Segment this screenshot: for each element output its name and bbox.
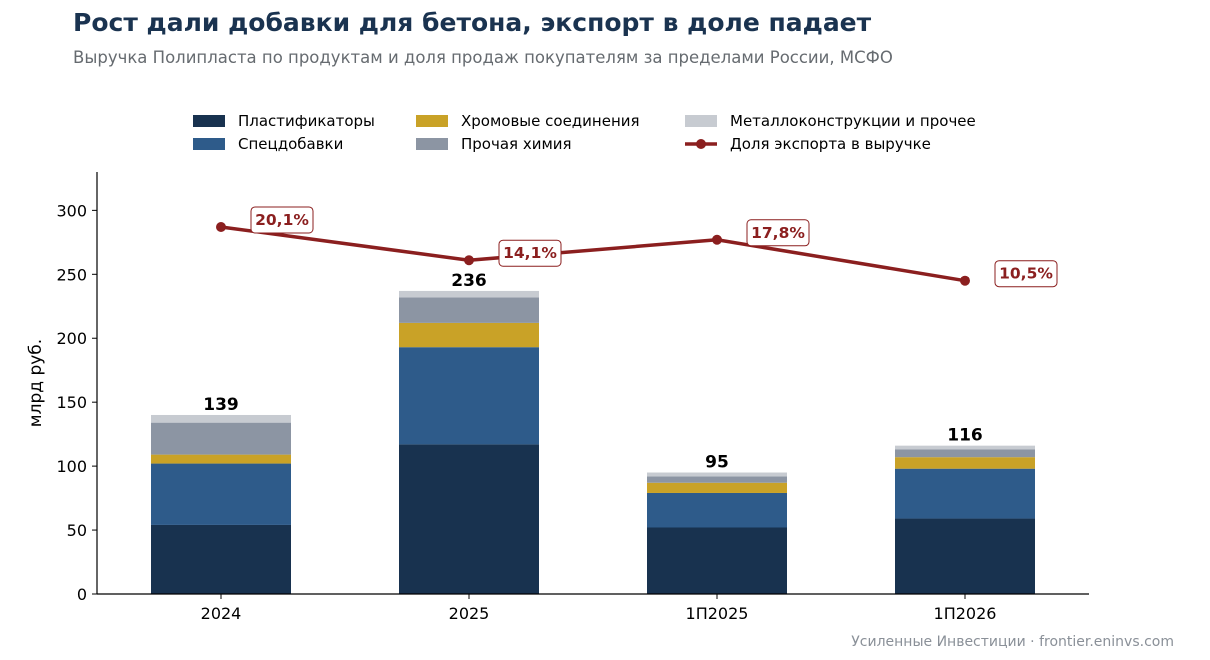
bar-segment-1-3 [895, 468, 1035, 519]
x-tick-label-2: 1П2025 [686, 604, 749, 623]
total-label-3: 116 [947, 426, 983, 446]
bar-segment-0-3 [895, 518, 1035, 594]
y-tick-label-3: 150 [56, 393, 87, 412]
bar-segment-4-1 [399, 290, 539, 298]
legend-swatch-0 [193, 115, 225, 127]
legend-label-4: Металлоконструкции и прочее [730, 112, 976, 130]
y-axis-label: млрд руб. [26, 339, 46, 427]
export-share-point-3 [960, 275, 970, 286]
export-share-label-2: 17,8% [751, 224, 805, 242]
legend-swatch-3 [416, 138, 448, 150]
source-credit: Усиленные Инвестиции · frontier.eninvs.c… [851, 634, 1174, 650]
bar-segment-4-3 [895, 445, 1035, 450]
y-tick-label-2: 100 [56, 457, 87, 476]
y-tick-label-6: 300 [56, 201, 87, 220]
bar-segment-0-2 [647, 527, 787, 594]
bar-segment-2-0 [151, 454, 291, 464]
legend-label-0: Пластификаторы [238, 112, 375, 130]
export-share-label-3: 10,5% [999, 265, 1053, 283]
total-label-0: 139 [203, 395, 239, 415]
bar-segment-2-3 [895, 457, 1035, 469]
total-label-2: 95 [705, 453, 729, 473]
y-tick-label-0: 0 [77, 585, 87, 604]
bar-segment-2-2 [647, 482, 787, 493]
export-share-label-box-1 [498, 239, 562, 267]
export-share-point-2 [712, 234, 722, 245]
bar-segment-1-1 [399, 347, 539, 445]
export-share-label-box-3 [994, 260, 1058, 288]
x-tick-label-3: 1П2026 [934, 604, 997, 623]
export-share-point-1 [464, 255, 474, 266]
axes-layer: 0 50 100 150 200 250 300 2024 2025 1П2025 1П2026 [56, 172, 1089, 623]
export-share-line [220, 225, 966, 283]
bar-segment-0-1 [399, 444, 539, 594]
export-share-label-1: 14,1% [503, 244, 557, 262]
export-share-label-box-2 [746, 219, 810, 247]
legend-line-marker [696, 139, 706, 149]
export-share-line-layer: 20,1% 14,1% 17,8% 10,5% [216, 206, 1058, 288]
x-tick-label-0: 2024 [201, 604, 242, 623]
export-share-label-box-0 [250, 206, 314, 234]
legend-swatch-2 [416, 115, 448, 127]
y-tick-label-4: 200 [56, 329, 87, 348]
chart-title: Рост дали добавки для бетона, экспорт в … [73, 8, 872, 37]
bar-segment-3-3 [895, 449, 1035, 458]
bars-layer: 139 236 95 116 [151, 271, 1035, 594]
y-tick-label-5: 250 [56, 265, 87, 284]
export-share-label-0: 20,1% [255, 211, 309, 229]
x-tick-label-1: 2025 [449, 604, 490, 623]
y-tick-label-1: 50 [67, 521, 87, 540]
bar-segment-3-1 [399, 297, 539, 323]
legend-swatch-4 [685, 115, 717, 127]
bar-segment-3-2 [647, 476, 787, 483]
bar-segment-4-2 [647, 472, 787, 477]
bar-segment-2-1 [399, 322, 539, 348]
bar-segment-1-2 [647, 492, 787, 528]
export-share-point-0 [216, 221, 226, 232]
legend-label-1: Спецдобавки [238, 135, 343, 153]
chart-subtitle: Выручка Полипласта по продуктам и доля п… [73, 48, 893, 67]
legend-swatch-1 [193, 138, 225, 150]
legend-label-2: Хромовые соединения [461, 112, 640, 130]
bar-segment-4-0 [151, 414, 291, 423]
bar-segment-1-0 [151, 463, 291, 525]
legend-label-3: Прочая химия [461, 135, 572, 153]
legend-label-5: Доля экспорта в выручке [730, 135, 931, 153]
total-label-1: 236 [451, 271, 487, 291]
bar-segment-0-0 [151, 524, 291, 594]
bar-segment-3-0 [151, 422, 291, 455]
chart-legend: Пластификаторы Спецдобавки Хромовые соедин… [193, 112, 976, 153]
